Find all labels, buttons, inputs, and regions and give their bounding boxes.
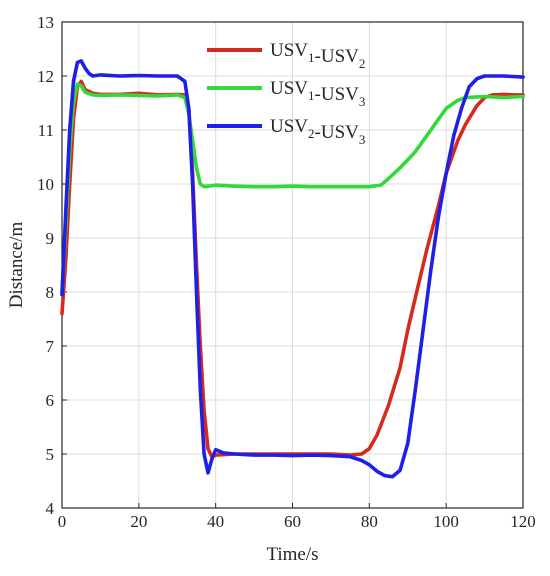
x-tick-label: 40 xyxy=(207,512,224,531)
y-tick-label: 6 xyxy=(46,391,55,410)
x-tick-label: 100 xyxy=(433,512,459,531)
y-tick-label: 12 xyxy=(37,67,54,86)
y-tick-label: 5 xyxy=(46,445,55,464)
legend-label-2: USV1-USV3 xyxy=(270,78,365,109)
series-line-2 xyxy=(60,82,525,294)
y-tick-label: 8 xyxy=(46,283,55,302)
x-tick-label: 20 xyxy=(130,512,147,531)
x-tick-label: 120 xyxy=(510,512,536,531)
series-line-3 xyxy=(60,59,525,479)
y-tick-label: 4 xyxy=(46,499,55,518)
x-tick-label: 80 xyxy=(361,512,378,531)
y-tick-label: 10 xyxy=(37,175,54,194)
tick-labels: 0 20 40 60 80 100 120 4 5 6 7 8 9 10 11 12 13 xyxy=(37,13,536,531)
series-layer xyxy=(60,59,525,479)
y-axis-label: Distance/m xyxy=(6,222,27,309)
legend-label-3: USV2-USV3 xyxy=(270,116,365,147)
y-tick-label: 7 xyxy=(46,337,55,356)
x-axis-label: Time/s xyxy=(266,544,318,565)
legend: USV1-USV2 USV1-USV3 USV2-USV3 xyxy=(207,40,365,147)
y-tick-label: 9 xyxy=(46,229,55,248)
y-tick-label: 11 xyxy=(38,121,54,140)
x-tick-label: 60 xyxy=(284,512,301,531)
x-tick-label: 0 xyxy=(58,512,67,531)
legend-label-1: USV1-USV2 xyxy=(270,40,365,71)
y-tick-label: 13 xyxy=(37,13,54,32)
